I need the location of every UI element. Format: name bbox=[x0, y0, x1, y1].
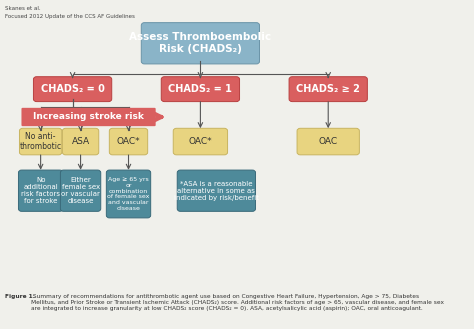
FancyBboxPatch shape bbox=[21, 108, 155, 126]
Text: Figure 1.: Figure 1. bbox=[5, 294, 35, 299]
Text: OAC*: OAC* bbox=[117, 137, 140, 146]
FancyBboxPatch shape bbox=[63, 128, 99, 155]
Text: Increasing stroke risk: Increasing stroke risk bbox=[33, 113, 144, 121]
FancyBboxPatch shape bbox=[34, 77, 112, 102]
Text: CHADS₂ = 1: CHADS₂ = 1 bbox=[168, 84, 232, 94]
FancyBboxPatch shape bbox=[106, 170, 151, 218]
Text: No anti-
thrombotic: No anti- thrombotic bbox=[19, 132, 62, 151]
Text: Either
female sex
or vascular
disease: Either female sex or vascular disease bbox=[61, 177, 100, 204]
FancyBboxPatch shape bbox=[289, 77, 367, 102]
FancyBboxPatch shape bbox=[297, 128, 359, 155]
Text: Focused 2012 Update of the CCS AF Guidelines: Focused 2012 Update of the CCS AF Guidel… bbox=[5, 14, 135, 19]
Text: OAC*: OAC* bbox=[189, 137, 212, 146]
Text: No
additional
risk factors
for stroke: No additional risk factors for stroke bbox=[21, 177, 60, 204]
Text: Summary of recommendations for antithrombotic agent use based on Congestive Hear: Summary of recommendations for antithrom… bbox=[31, 294, 444, 311]
Text: OAC: OAC bbox=[319, 137, 338, 146]
FancyBboxPatch shape bbox=[18, 170, 63, 211]
FancyBboxPatch shape bbox=[109, 128, 148, 155]
FancyBboxPatch shape bbox=[177, 170, 255, 211]
FancyBboxPatch shape bbox=[60, 170, 101, 211]
Text: Assess Thromboembolic
Risk (CHADS₂): Assess Thromboembolic Risk (CHADS₂) bbox=[129, 33, 272, 54]
Text: CHADS₂ = 0: CHADS₂ = 0 bbox=[41, 84, 105, 94]
Text: ASA: ASA bbox=[72, 137, 90, 146]
Text: *ASA is a reasonable
alternative in some as
indicated by risk/benefit: *ASA is a reasonable alternative in some… bbox=[174, 181, 259, 201]
FancyBboxPatch shape bbox=[161, 77, 239, 102]
FancyBboxPatch shape bbox=[19, 128, 62, 155]
Text: Skanes et al.: Skanes et al. bbox=[5, 6, 40, 11]
FancyBboxPatch shape bbox=[173, 128, 228, 155]
Text: CHADS₂ ≥ 2: CHADS₂ ≥ 2 bbox=[296, 84, 360, 94]
Text: Age ≥ 65 yrs
or
combination
of female sex
and vascular
disease: Age ≥ 65 yrs or combination of female se… bbox=[107, 177, 150, 211]
FancyBboxPatch shape bbox=[141, 23, 259, 64]
